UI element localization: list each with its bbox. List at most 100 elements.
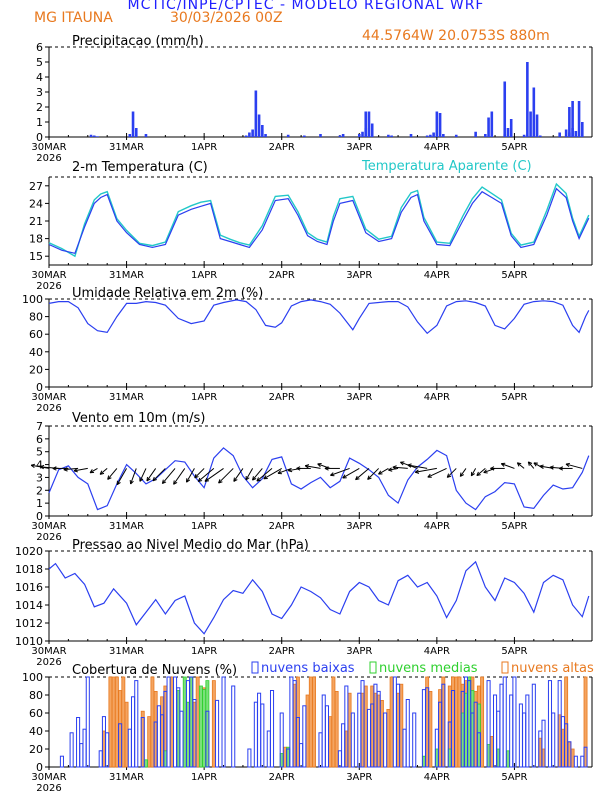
precip-bar [89, 134, 93, 137]
wind-vector-head [52, 466, 57, 471]
wind-vector-head [89, 469, 95, 474]
wind-vector [194, 468, 205, 479]
low-cloud-bar [476, 732, 481, 768]
low-cloud-bar [366, 708, 372, 768]
low-cloud-bar [405, 699, 410, 768]
precip-bar [387, 134, 390, 137]
clouds-y-tick-label: 100 [22, 671, 43, 684]
precip-bar [454, 134, 458, 137]
low-cloud-bar [402, 728, 407, 768]
low-cloud-bar [140, 717, 145, 768]
mslp-x-tick-label: 30MAR [31, 646, 66, 657]
wind-vector-head [427, 473, 432, 478]
rh-year-label: 2026 [36, 403, 61, 414]
wind-vector [204, 468, 224, 482]
wind-vector [173, 468, 186, 485]
cloud-legend-swatch [369, 661, 377, 674]
low-cloud-bar [499, 683, 504, 768]
wind-vector-head [152, 476, 157, 482]
wind-vector [517, 462, 525, 469]
high-cloud-bar [389, 676, 394, 768]
temp-x-tick-label: 4APR [424, 270, 450, 281]
precip-y-tick-label: 4 [36, 71, 43, 84]
precip-bar [361, 131, 364, 137]
high-cloud-bar [121, 676, 126, 768]
high-cloud-bar [108, 676, 113, 768]
wind-x-tick-label: 30MAR [31, 521, 66, 532]
cloud-legend-swatch [501, 661, 509, 674]
wind-vector [130, 468, 137, 485]
low-cloud-bar [341, 723, 346, 768]
rh-y-tick-label: 80 [29, 311, 43, 324]
wind-vector [256, 468, 273, 482]
wind-vector [378, 467, 389, 475]
precip-y-tick-label: 5 [36, 56, 43, 69]
high-cloud-bar [328, 716, 333, 768]
wind-vector-head [388, 467, 393, 472]
apparent-temperature-legend: Temperatura Aparente (C) [361, 159, 532, 174]
temp-x-tick-label: 3APR [346, 270, 372, 281]
wind-vector [63, 467, 79, 471]
low-cloud-bar [350, 712, 355, 768]
high-cloud-bar [480, 676, 485, 768]
precip-bar [474, 131, 477, 137]
low-cloud-bar [118, 723, 123, 768]
mslp-y-tick-label: 1020 [15, 545, 43, 558]
wind-y-tick-label: 2 [36, 484, 43, 497]
temp-y-tick-label: 27 [29, 180, 43, 193]
rh-x-tick-label: 2APR [269, 392, 295, 403]
precip-bar [370, 123, 374, 137]
mslp-x-tick-label: 2APR [269, 646, 295, 657]
mslp-y-tick-label: 1012 [15, 617, 43, 630]
wind-vector [245, 468, 254, 481]
precip-bar [487, 117, 490, 137]
low-cloud-bar [531, 683, 536, 768]
low-cloud-bar [269, 690, 275, 768]
mslp-y-tick-label: 1016 [15, 581, 43, 594]
low-cloud-bar [69, 732, 74, 768]
cloud-legend-label: nuvens baixas [261, 661, 355, 676]
temp-title: 2-m Temperatura (C) [72, 160, 208, 175]
wind-vector-head [470, 471, 475, 477]
wind-vector [407, 464, 428, 469]
wind-x-tick-label: 1APR [191, 521, 217, 532]
low-cloud-bar [509, 694, 514, 768]
wind-vector-head [565, 462, 571, 468]
precip-bar [128, 134, 132, 137]
wind-vector-head [245, 475, 250, 481]
wind-y-tick-label: 5 [36, 446, 43, 459]
high-cloud-bar [570, 748, 575, 768]
wind-vector [186, 468, 195, 483]
wind-vector [89, 467, 98, 474]
location-label: MG ITAUNA [34, 10, 113, 26]
wind-vector [317, 463, 331, 469]
low-cloud-bar [357, 692, 362, 768]
wind-y-tick-label: 6 [36, 433, 43, 446]
precip-bar [581, 122, 584, 137]
precip-bar [319, 134, 322, 137]
wind-vector [392, 466, 408, 469]
precip-bar [429, 134, 432, 137]
wind-vector-head [73, 468, 78, 473]
high-cloud-bar [169, 676, 174, 768]
rh-y-tick-label: 0 [36, 381, 43, 394]
high-cloud-bar [454, 676, 459, 768]
wind-vector [31, 464, 50, 469]
precip-y-tick-label: 2 [36, 101, 43, 114]
low-cloud-bar [567, 741, 572, 768]
low-cloud-bar [79, 743, 84, 768]
wind-vector-head [317, 462, 322, 468]
wind-vector [116, 468, 128, 485]
low-cloud-bar [253, 701, 258, 768]
mslp-y-tick-label: 1018 [15, 563, 43, 576]
wind-vector [501, 463, 515, 469]
wind-vector-head [63, 467, 68, 472]
precip-year-label: 2026 [36, 153, 61, 164]
low-cloud-bar [247, 748, 252, 768]
precip-bar [509, 119, 513, 137]
mslp-y-tick-label: 1010 [15, 635, 43, 648]
low-cloud-bar [412, 712, 417, 768]
wind-vector-head [263, 475, 268, 480]
precip-bar [248, 132, 251, 137]
